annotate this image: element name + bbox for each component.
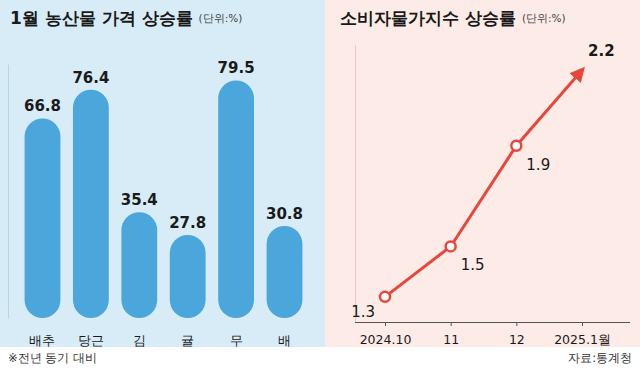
bar bbox=[267, 226, 303, 318]
chart-subtitle: (단위:%) bbox=[522, 12, 566, 24]
x-tick-label: 11 bbox=[443, 332, 459, 347]
data-label: 2.2 bbox=[588, 42, 615, 60]
x-axis-line bbox=[355, 322, 630, 323]
x-tick-label: 김 bbox=[133, 333, 146, 348]
data-label: 1.9 bbox=[526, 156, 550, 174]
x-tick-label: 배추 bbox=[29, 333, 55, 348]
x-tick: 김 bbox=[133, 333, 146, 348]
x-tick-mark bbox=[451, 322, 452, 326]
x-tick: 12 bbox=[509, 322, 525, 347]
bar bbox=[73, 90, 109, 318]
line-group bbox=[380, 70, 582, 302]
source-note: 자료:통계청 bbox=[568, 351, 632, 365]
y-axis-line bbox=[8, 65, 9, 319]
x-tick-label: 귤 bbox=[181, 333, 194, 348]
chart-subtitle: (단위:%) bbox=[199, 12, 243, 24]
x-tick-label: 무 bbox=[230, 333, 243, 348]
right-panel bbox=[325, 0, 640, 347]
data-label: 30.8 bbox=[266, 205, 303, 223]
x-tick-mark bbox=[516, 322, 517, 326]
y-axis-line bbox=[355, 46, 356, 323]
x-tick: 귤 bbox=[181, 333, 194, 348]
x-tick-mark bbox=[385, 322, 386, 326]
marker bbox=[380, 292, 390, 302]
chart-root: 1월 농산물 가격 상승률 (단위:%) 66.8 76.4 35.4 27.8 79.5 3… bbox=[0, 0, 640, 370]
x-tick-label: 당근 bbox=[78, 333, 104, 348]
bar bbox=[25, 118, 61, 318]
line bbox=[385, 70, 582, 297]
data-label: 66.8 bbox=[24, 97, 61, 115]
data-label: 76.4 bbox=[72, 69, 109, 87]
x-tick: 배추 bbox=[29, 333, 55, 348]
bars bbox=[25, 80, 303, 318]
page-background bbox=[0, 0, 640, 370]
left-panel bbox=[0, 0, 325, 347]
x-tick-label: 배 bbox=[278, 333, 291, 348]
x-tick-label: 2025.1월 bbox=[554, 332, 611, 347]
data-label: 1.5 bbox=[461, 256, 485, 274]
y-axis bbox=[355, 46, 356, 323]
bar bbox=[121, 212, 157, 318]
chart-title: 1월 농산물 가격 상승률 bbox=[10, 8, 193, 28]
bar bbox=[170, 235, 206, 318]
x-tick: 무 bbox=[230, 333, 243, 348]
x-tick: 배 bbox=[278, 333, 291, 348]
y-axis bbox=[8, 65, 9, 319]
data-label: 79.5 bbox=[218, 59, 255, 77]
x-tick: 당근 bbox=[78, 333, 104, 348]
bar bbox=[218, 80, 254, 318]
marker bbox=[511, 141, 521, 151]
x-axis: 2024.10 11 12 2025.1월 bbox=[355, 322, 630, 347]
x-tick-label: 12 bbox=[509, 332, 525, 347]
x-tick: 11 bbox=[443, 322, 459, 347]
footnote: ※전년 동기 대비 bbox=[8, 351, 97, 365]
marker bbox=[446, 241, 456, 251]
data-label: 1.3 bbox=[351, 303, 375, 321]
x-tick-label: 2024.10 bbox=[360, 332, 412, 347]
data-label: 35.4 bbox=[121, 191, 158, 209]
x-axis: 배추 당근 김 귤 무 배 bbox=[29, 333, 291, 348]
x-tick-mark bbox=[582, 322, 583, 326]
data-label: 27.8 bbox=[169, 214, 206, 232]
x-tick: 2025.1월 bbox=[554, 322, 611, 347]
chart-title: 소비자물가지수 상승률 bbox=[340, 8, 516, 28]
x-tick: 2024.10 bbox=[360, 322, 412, 347]
